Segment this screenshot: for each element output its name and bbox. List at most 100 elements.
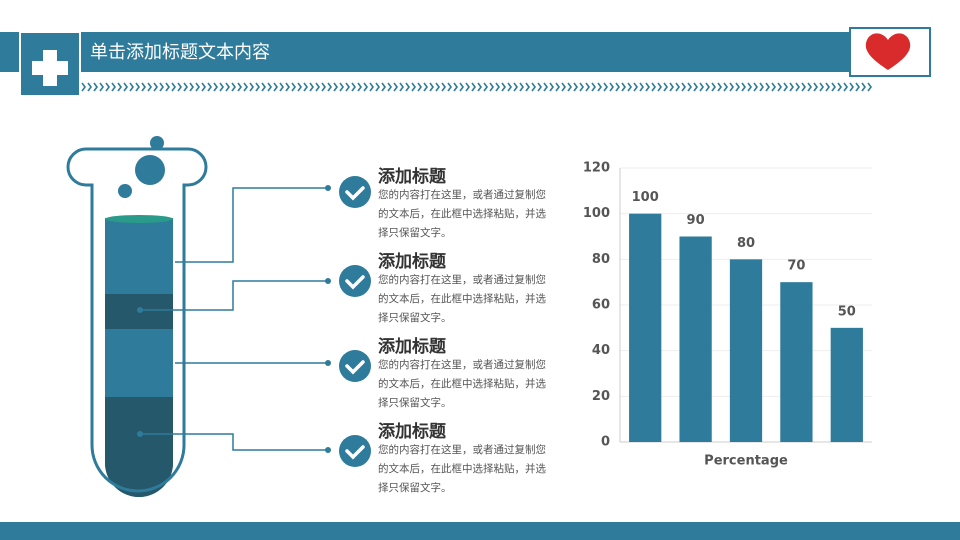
- chevron: [273, 82, 278, 92]
- chevron: [723, 82, 728, 92]
- y-tick-label: 40: [592, 343, 610, 358]
- chevron: [327, 82, 332, 92]
- chevron: [603, 82, 608, 92]
- chevron: [153, 82, 158, 92]
- chevron: [855, 82, 860, 92]
- chevron: [675, 82, 680, 92]
- chevron: [843, 82, 848, 92]
- chevron: [759, 82, 764, 92]
- chevron: [87, 82, 92, 92]
- check-mark: [345, 186, 365, 201]
- chevron: [303, 82, 308, 92]
- chevron: [789, 82, 794, 92]
- chevron: [663, 82, 668, 92]
- chevron: [99, 82, 104, 92]
- chevron: [111, 82, 116, 92]
- y-tick-label: 120: [583, 161, 610, 176]
- item-text: 您的内容打在这里，或者通过复制您的文本后，在此框中选择粘贴，并选择只保留文字。: [378, 274, 546, 324]
- chevron-strip: [81, 82, 872, 92]
- y-tick-label: 20: [592, 389, 610, 404]
- chevron: [165, 82, 170, 92]
- chevron: [357, 82, 362, 92]
- chevron: [627, 82, 632, 92]
- chevron: [123, 82, 128, 92]
- chevron: [513, 82, 518, 92]
- check-icons: [339, 176, 371, 467]
- chevron: [237, 82, 242, 92]
- chevron: [183, 82, 188, 92]
- connector-dots: [137, 185, 331, 453]
- chevron: [279, 82, 284, 92]
- chevron: [105, 82, 110, 92]
- chevron: [807, 82, 812, 92]
- chevron: [489, 82, 494, 92]
- chevron: [867, 82, 872, 92]
- tube-outline: [66, 147, 208, 493]
- item-title: 添加标题: [378, 252, 446, 272]
- x-axis-label: Percentage: [704, 454, 788, 469]
- heart-icon: [865, 33, 911, 70]
- chevron: [225, 82, 230, 92]
- chevron: [861, 82, 866, 92]
- chevron: [717, 82, 722, 92]
- chevron: [609, 82, 614, 92]
- chevron: [765, 82, 770, 92]
- tube-layer: [105, 397, 173, 497]
- item-title: 添加标题: [378, 337, 446, 357]
- check-mark: [345, 360, 365, 375]
- chevron: [669, 82, 674, 92]
- chevron: [633, 82, 638, 92]
- chevron: [249, 82, 254, 92]
- y-tick-label: 60: [592, 298, 610, 313]
- bar: [679, 236, 712, 442]
- chevron: [393, 82, 398, 92]
- chevron: [543, 82, 548, 92]
- chevron: [285, 82, 290, 92]
- chevron: [351, 82, 356, 92]
- chevron: [423, 82, 428, 92]
- chevron: [519, 82, 524, 92]
- chevron: [345, 82, 350, 92]
- chevron: [381, 82, 386, 92]
- chevron: [147, 82, 152, 92]
- chevron: [615, 82, 620, 92]
- chevron: [567, 82, 572, 92]
- data-label: 70: [787, 259, 805, 274]
- y-tick-label: 0: [601, 435, 610, 450]
- chevron: [555, 82, 560, 92]
- chevron: [573, 82, 578, 92]
- chevron: [837, 82, 842, 92]
- chevron: [585, 82, 590, 92]
- data-label: 50: [838, 304, 856, 319]
- chevron: [291, 82, 296, 92]
- chevron: [639, 82, 644, 92]
- chevron: [813, 82, 818, 92]
- chevron: [681, 82, 686, 92]
- chevron: [783, 82, 788, 92]
- check-circle: [339, 176, 371, 208]
- chevron: [441, 82, 446, 92]
- chevron: [189, 82, 194, 92]
- bubble: [150, 136, 164, 150]
- chevron: [207, 82, 212, 92]
- chevron: [531, 82, 536, 92]
- chevron: [579, 82, 584, 92]
- chevron: [201, 82, 206, 92]
- chevron: [453, 82, 458, 92]
- chevron: [747, 82, 752, 92]
- chevron: [657, 82, 662, 92]
- chevron: [141, 82, 146, 92]
- chevron: [483, 82, 488, 92]
- chevron: [363, 82, 368, 92]
- bar: [629, 213, 662, 442]
- bar: [780, 282, 813, 442]
- chevron: [435, 82, 440, 92]
- check-circle: [339, 350, 371, 382]
- chevron: [471, 82, 476, 92]
- chevron: [387, 82, 392, 92]
- check-circle: [339, 265, 371, 297]
- chevron: [417, 82, 422, 92]
- chevron: [825, 82, 830, 92]
